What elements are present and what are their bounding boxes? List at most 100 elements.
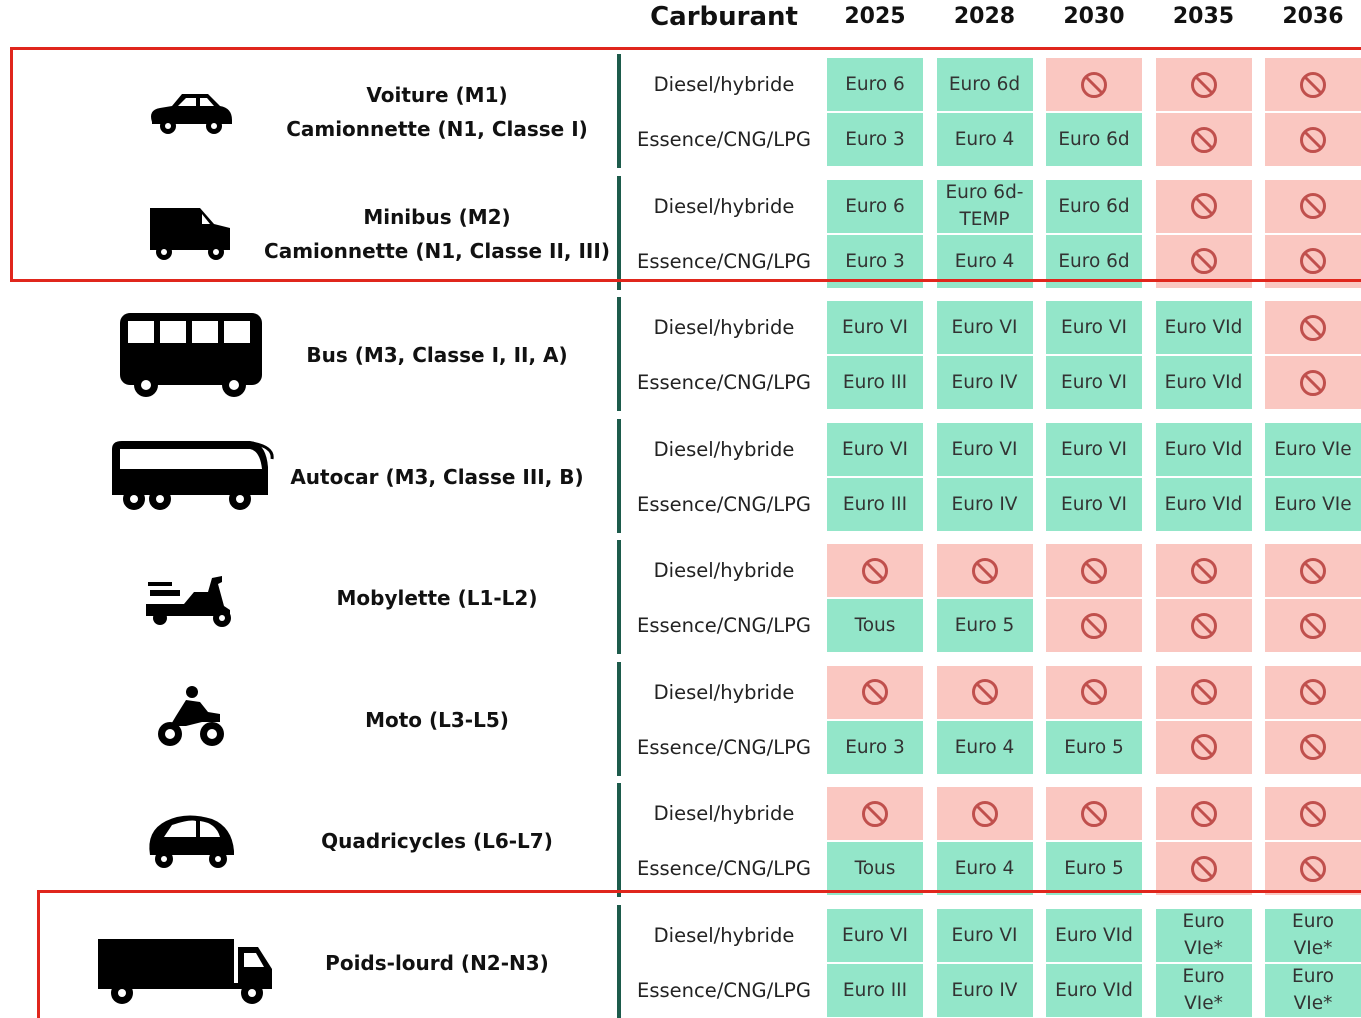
norm-cell: Euro VIe*: [1155, 963, 1252, 1017]
ban-icon: [1190, 557, 1217, 584]
group-divider: [617, 175, 621, 290]
group-divider: [617, 904, 621, 1018]
norm-cell: Euro 4: [936, 113, 1033, 166]
banned-cell: [1265, 58, 1361, 111]
banned-cell: [1155, 179, 1252, 233]
vehicle-icon: [158, 685, 224, 746]
norm-cell: Euro 4: [936, 842, 1033, 895]
banned-cell: [1155, 599, 1252, 652]
ban-icon: [1081, 612, 1107, 639]
banned-cell: [1265, 179, 1361, 233]
vehicle-label: Quadricycles (L6-L7): [321, 829, 553, 853]
ban-icon: [1190, 612, 1217, 639]
ban-icon: [1300, 193, 1326, 219]
norm-cell: Euro IV: [936, 963, 1033, 1017]
norm-cell: Euro VI: [1046, 477, 1142, 531]
fuel-label: Diesel/hybride: [653, 559, 795, 582]
ban-icon: [1190, 800, 1217, 827]
norm-cell: Euro III: [827, 477, 923, 531]
vehicle-icon: [112, 440, 274, 510]
banned-cell: [1155, 787, 1252, 840]
group-divider: [617, 540, 621, 654]
norm-cell: Euro VIe*: [1155, 908, 1252, 962]
ban-icon: [1300, 734, 1326, 760]
group-divider: [617, 783, 621, 897]
banned-cell: [1155, 113, 1252, 166]
ban-icon: [1190, 126, 1217, 153]
ban-icon: [1190, 855, 1217, 882]
fuel-label: Essence/CNG/LPG: [637, 371, 811, 394]
norm-cell: Euro VI: [827, 301, 923, 354]
norm-cell: Euro 3: [827, 113, 923, 166]
vehicle-label: Moto (L3-L5): [365, 707, 509, 732]
vehicle-icon: [151, 94, 232, 134]
year-header: 2036: [1282, 4, 1344, 29]
ban-icon: [1081, 557, 1107, 584]
year-header: 2030: [1063, 4, 1125, 29]
ban-icon: [971, 800, 998, 827]
ban-icon: [1300, 314, 1326, 341]
norm-cell: Euro 3: [827, 720, 923, 774]
fuel-label: Diesel/hybride: [653, 802, 795, 825]
banned-cell: [1155, 544, 1252, 597]
norm-cell: Euro VI: [827, 422, 923, 476]
norm-cell: Euro 6: [827, 179, 923, 233]
year-header: 2025: [844, 4, 906, 29]
norm-cell: Euro VI: [1046, 301, 1142, 354]
norm-cell: Euro VI: [936, 908, 1033, 962]
ban-icon: [1081, 679, 1107, 705]
ban-icon: [862, 800, 888, 827]
ban-icon: [1300, 679, 1326, 705]
norm-cell: Euro 5: [1046, 720, 1142, 774]
ban-icon: [862, 679, 888, 705]
group-divider: [617, 418, 621, 533]
norm-cell: Euro 6d: [1046, 179, 1142, 233]
norm-cell: Tous: [827, 842, 923, 895]
norm-cell: Euro VI: [936, 422, 1033, 476]
fuel-label: Essence/CNG/LPG: [637, 128, 811, 151]
vehicle-label: Minibus (M2): [363, 204, 511, 229]
ban-icon: [1300, 126, 1326, 153]
banned-cell: [936, 665, 1033, 719]
banned-cell: [1265, 356, 1361, 409]
banned-cell: [1155, 234, 1252, 288]
fuel-label: Diesel/hybride: [653, 316, 795, 339]
fuel-label: Essence/CNG/LPG: [637, 857, 811, 880]
norm-cell: Euro 5: [936, 599, 1033, 652]
ban-icon: [1190, 679, 1217, 705]
banned-cell: [1155, 842, 1252, 895]
group-divider: [617, 54, 621, 168]
vehicle-icon: [120, 313, 262, 397]
ban-icon: [1190, 71, 1217, 98]
ban-icon: [1190, 248, 1217, 274]
ban-icon: [1081, 71, 1107, 98]
highlight-box: [37, 890, 1361, 1018]
banned-cell: [1265, 113, 1361, 166]
ban-icon: [1300, 612, 1326, 639]
fuel-label: Essence/CNG/LPG: [637, 492, 811, 516]
banned-cell: [1265, 720, 1361, 774]
norm-cell: Euro IV: [936, 356, 1033, 409]
fuel-label: Essence/CNG/LPG: [637, 735, 811, 759]
norm-cell: Euro 5: [1046, 842, 1142, 895]
norm-cell: Euro VIe*: [1265, 908, 1361, 962]
norm-cell: Euro VI: [827, 908, 923, 962]
norm-cell: Euro III: [827, 963, 923, 1017]
banned-cell: [1046, 544, 1142, 597]
banned-cell: [827, 665, 923, 719]
ban-icon: [1300, 71, 1326, 98]
norm-cell: Euro 6: [827, 58, 923, 111]
banned-cell: [1265, 234, 1361, 288]
banned-cell: [936, 544, 1033, 597]
norm-cell: Euro 4: [936, 234, 1033, 288]
norm-cell: Euro 6d: [936, 58, 1033, 111]
vehicle-icon: [98, 938, 272, 1004]
norm-cell: Euro 6d: [1046, 234, 1142, 288]
vehicle-icon: [150, 207, 230, 260]
year-header: 2028: [953, 4, 1016, 29]
banned-cell: [1046, 665, 1142, 719]
vehicle-label: Camionnette (N1, Classe I): [286, 117, 588, 141]
fuel-header: Carburant: [650, 2, 798, 32]
norm-cell: Euro VIe: [1265, 477, 1361, 531]
ban-icon: [1081, 800, 1107, 827]
